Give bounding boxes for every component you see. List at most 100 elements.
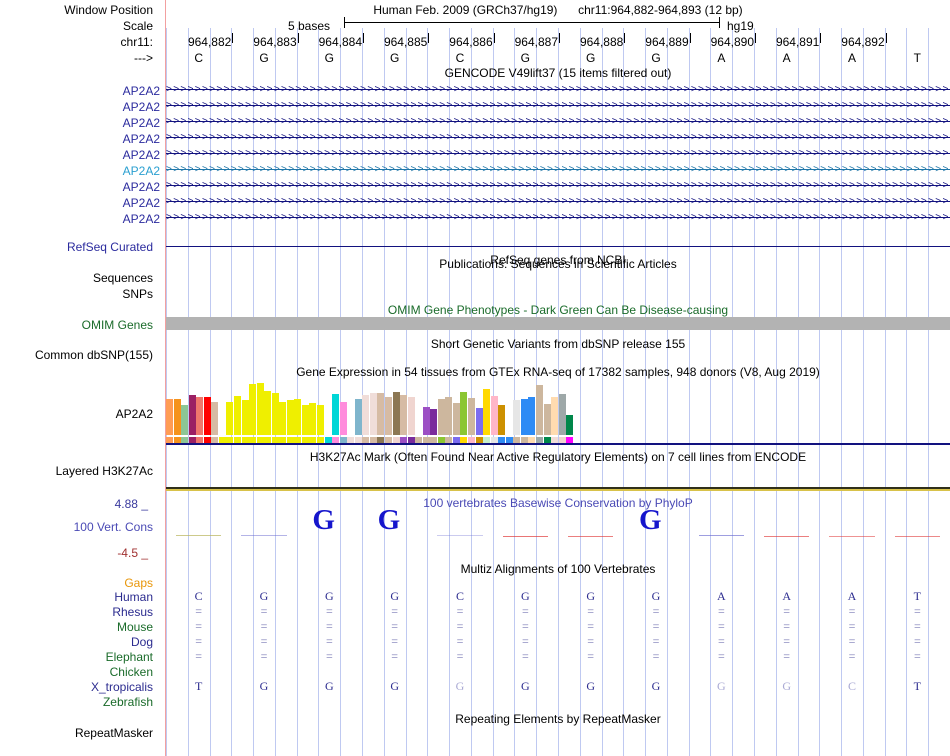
gencode-transcript-row[interactable]: >>>>>>>>>>>>>>>>>>>>>>>>>>>>>>>>>>>>>>>>… bbox=[166, 84, 950, 95]
gencode-gene-label[interactable]: AP2A2 bbox=[122, 132, 160, 146]
multiz-species-label[interactable]: Chicken bbox=[109, 665, 153, 679]
gtex-tissue-bar[interactable] bbox=[566, 415, 574, 435]
gtex-tissue-bar[interactable] bbox=[362, 395, 370, 435]
multiz-species-label[interactable]: Mouse bbox=[116, 620, 153, 634]
gtex-tissue-bar[interactable] bbox=[203, 397, 211, 435]
conservation-label[interactable]: 100 Vert. Cons bbox=[73, 520, 153, 534]
gencode-transcript-row[interactable]: >>>>>>>>>>>>>>>>>>>>>>>>>>>>>>>>>>>>>>>>… bbox=[166, 212, 950, 223]
multiz-gaps-label[interactable]: Gaps bbox=[124, 576, 153, 590]
gtex-tissue-bar[interactable] bbox=[483, 389, 491, 435]
gtex-tissue-bar[interactable] bbox=[166, 399, 173, 435]
gtex-tissue-bar[interactable] bbox=[558, 394, 566, 435]
gencode-gene-label[interactable]: AP2A2 bbox=[122, 180, 160, 194]
gencode-transcript-row[interactable]: >>>>>>>>>>>>>>>>>>>>>>>>>>>>>>>>>>>>>>>>… bbox=[166, 100, 950, 111]
publications-label-sequences[interactable]: Sequences bbox=[92, 271, 153, 285]
gtex-tissue-bar[interactable] bbox=[437, 399, 445, 435]
multiz-aligned-base: G bbox=[520, 589, 530, 603]
gtex-tissue-bar[interactable] bbox=[468, 398, 475, 435]
gtex-tissue-bar[interactable] bbox=[528, 397, 536, 435]
gtex-tissue-bar[interactable] bbox=[286, 400, 294, 435]
gencode-transcript-row[interactable]: >>>>>>>>>>>>>>>>>>>>>>>>>>>>>>>>>>>>>>>>… bbox=[166, 148, 950, 159]
gtex-tissue-bar[interactable] bbox=[181, 405, 189, 435]
gtex-tissue-bar[interactable] bbox=[226, 402, 234, 435]
gtex-tissue-bar[interactable] bbox=[377, 393, 385, 435]
gtex-tissue-bar[interactable] bbox=[460, 392, 468, 435]
gtex-tissue-bar[interactable] bbox=[543, 404, 551, 435]
h3k27ac-cell-line-swatch bbox=[445, 437, 453, 443]
gtex-tissue-bar[interactable] bbox=[422, 407, 430, 435]
omim-label[interactable]: OMIM Genes bbox=[81, 318, 153, 332]
refseq-label[interactable]: RefSeq Curated bbox=[66, 240, 153, 254]
gencode-transcript-row[interactable]: >>>>>>>>>>>>>>>>>>>>>>>>>>>>>>>>>>>>>>>>… bbox=[166, 116, 950, 127]
gencode-gene-label[interactable]: AP2A2 bbox=[122, 100, 160, 114]
omim-gene-bar[interactable] bbox=[166, 317, 950, 330]
repeatmasker-label[interactable]: RepeatMasker bbox=[74, 726, 153, 740]
gtex-tissue-bar[interactable] bbox=[551, 397, 559, 435]
gtex-tissue-bar[interactable] bbox=[400, 395, 408, 435]
gencode-gene-label[interactable]: AP2A2 bbox=[122, 148, 160, 162]
gtex-tissue-bar[interactable] bbox=[407, 397, 415, 435]
gtex-tissue-bar[interactable] bbox=[354, 399, 362, 435]
gtex-tissue-bar[interactable] bbox=[211, 402, 219, 435]
h3k27ac-label[interactable]: Layered H3K27Ac bbox=[55, 464, 153, 478]
gencode-gene-label[interactable]: AP2A2 bbox=[122, 116, 160, 130]
multiz-gap-mark: = bbox=[717, 619, 725, 633]
gencode-gene-label[interactable]: AP2A2 bbox=[122, 164, 160, 178]
gtex-tissue-bar[interactable] bbox=[490, 396, 498, 435]
gtex-tissue-bar[interactable] bbox=[369, 393, 377, 435]
multiz-species-label[interactable]: Dog bbox=[130, 635, 153, 649]
gtex-tissue-bar[interactable] bbox=[513, 400, 521, 435]
gtex-tissue-bar[interactable] bbox=[294, 399, 302, 435]
gtex-tissue-bar[interactable] bbox=[430, 409, 438, 435]
gtex-tissue-bar[interactable] bbox=[271, 393, 279, 435]
gtex-tissue-bar[interactable] bbox=[392, 392, 400, 435]
gtex-tissue-bar[interactable] bbox=[309, 403, 317, 435]
gencode-gene-label[interactable]: AP2A2 bbox=[122, 212, 160, 226]
gtex-tissue-bar[interactable] bbox=[445, 397, 453, 435]
gtex-tissue-bar[interactable] bbox=[173, 399, 181, 435]
multiz-aligned-base: T bbox=[194, 679, 203, 693]
gtex-tissue-bar[interactable] bbox=[475, 408, 483, 435]
ruler-tick-label: 964,882 bbox=[187, 35, 232, 49]
multiz-species-label[interactable]: Human bbox=[114, 590, 153, 604]
transcript-direction-arrows: >>>>>>>>>>>>>>>>>>>>>>>>>>>>>>>>>>>>>>>>… bbox=[166, 84, 950, 95]
multiz-gap-mark: = bbox=[783, 619, 791, 633]
gtex-tissue-bar[interactable] bbox=[256, 383, 264, 435]
gtex-tissue-bar[interactable] bbox=[317, 405, 324, 435]
gencode-transcript-row[interactable]: >>>>>>>>>>>>>>>>>>>>>>>>>>>>>>>>>>>>>>>>… bbox=[166, 196, 950, 207]
refseq-feature-line[interactable] bbox=[166, 246, 950, 247]
conservation-y-max: 4.88 _ bbox=[114, 497, 148, 511]
gencode-gene-label[interactable]: AP2A2 bbox=[122, 84, 160, 98]
gtex-tissue-bar[interactable] bbox=[520, 399, 528, 435]
gtex-tissue-bar[interactable] bbox=[301, 405, 309, 435]
publications-label-snps[interactable]: SNPs bbox=[122, 287, 153, 301]
gtex-tissue-bar[interactable] bbox=[384, 397, 392, 435]
multiz-species-label[interactable]: X_tropicalis bbox=[90, 680, 153, 694]
h3k27ac-cell-line-swatch bbox=[377, 437, 385, 443]
gtex-tissue-bar[interactable] bbox=[279, 402, 287, 435]
gtex-tissue-bar[interactable] bbox=[196, 397, 204, 435]
dbsnp-label[interactable]: Common dbSNP(155) bbox=[34, 348, 153, 362]
multiz-species-label[interactable]: Zebrafish bbox=[102, 695, 153, 709]
multiz-gap-mark: = bbox=[195, 604, 203, 618]
gtex-tissue-bar[interactable] bbox=[498, 405, 506, 435]
multiz-species-label[interactable]: Rhesus bbox=[112, 605, 153, 619]
gtex-tissue-bar[interactable] bbox=[264, 391, 272, 435]
multiz-species-label[interactable]: Elephant bbox=[105, 650, 153, 664]
ruler-tick-mark bbox=[363, 33, 364, 43]
gencode-transcript-row[interactable]: >>>>>>>>>>>>>>>>>>>>>>>>>>>>>>>>>>>>>>>>… bbox=[166, 180, 950, 191]
gtex-tissue-bar[interactable] bbox=[188, 395, 196, 435]
gencode-gene-label[interactable]: AP2A2 bbox=[122, 196, 160, 210]
gtex-label[interactable]: AP2A2 bbox=[115, 407, 153, 421]
gtex-tissue-bar[interactable] bbox=[249, 384, 257, 435]
gtex-tissue-bar[interactable] bbox=[339, 402, 347, 435]
gtex-tissue-bar[interactable] bbox=[233, 396, 241, 435]
gtex-expression-barchart[interactable] bbox=[166, 380, 950, 435]
gtex-tissue-bar[interactable] bbox=[241, 400, 249, 435]
gtex-tissue-bar[interactable] bbox=[332, 394, 340, 435]
gencode-transcript-row[interactable]: >>>>>>>>>>>>>>>>>>>>>>>>>>>>>>>>>>>>>>>>… bbox=[166, 132, 950, 143]
gtex-tissue-bar[interactable] bbox=[452, 403, 460, 435]
gtex-tissue-bar[interactable] bbox=[535, 385, 543, 435]
gencode-transcript-row[interactable]: >>>>>>>>>>>>>>>>>>>>>>>>>>>>>>>>>>>>>>>>… bbox=[166, 164, 950, 175]
